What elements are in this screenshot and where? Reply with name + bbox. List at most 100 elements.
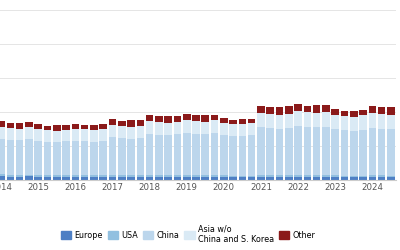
- Bar: [118, 138, 126, 175]
- Bar: [359, 130, 367, 176]
- Bar: [6, 124, 14, 128]
- Bar: [378, 177, 386, 180]
- Bar: [238, 176, 246, 177]
- Bar: [266, 175, 274, 177]
- Bar: [276, 115, 283, 128]
- Bar: [99, 177, 107, 180]
- Bar: [62, 130, 70, 141]
- Bar: [285, 175, 293, 177]
- Bar: [304, 112, 311, 127]
- Bar: [266, 128, 274, 175]
- Bar: [53, 142, 60, 175]
- Bar: [164, 123, 172, 135]
- Bar: [248, 135, 256, 175]
- Bar: [164, 135, 172, 175]
- Bar: [25, 140, 33, 174]
- Bar: [313, 128, 320, 175]
- Bar: [359, 177, 367, 180]
- Bar: [341, 130, 348, 176]
- Bar: [276, 128, 283, 175]
- Bar: [0, 122, 5, 127]
- Bar: [90, 142, 98, 175]
- Bar: [0, 139, 5, 174]
- Bar: [109, 175, 116, 177]
- Bar: [44, 126, 51, 130]
- Bar: [229, 136, 237, 175]
- Bar: [146, 121, 154, 134]
- Bar: [0, 127, 5, 139]
- Bar: [248, 176, 256, 177]
- Bar: [118, 121, 126, 126]
- Bar: [16, 176, 24, 180]
- Bar: [313, 177, 320, 180]
- Bar: [146, 115, 154, 121]
- Bar: [183, 120, 190, 133]
- Bar: [257, 175, 265, 177]
- Bar: [378, 107, 386, 114]
- Bar: [146, 174, 154, 176]
- Bar: [183, 175, 190, 177]
- Bar: [238, 136, 246, 176]
- Bar: [164, 177, 172, 180]
- Bar: [294, 126, 302, 175]
- Bar: [16, 175, 24, 176]
- Bar: [220, 118, 228, 123]
- Bar: [34, 124, 42, 129]
- Bar: [378, 129, 386, 176]
- Bar: [0, 176, 5, 180]
- Bar: [81, 141, 88, 175]
- Bar: [53, 130, 60, 142]
- Bar: [294, 175, 302, 177]
- Bar: [25, 176, 33, 180]
- Bar: [202, 134, 209, 175]
- Bar: [146, 134, 154, 174]
- Bar: [368, 106, 376, 113]
- Bar: [229, 176, 237, 177]
- Bar: [276, 175, 283, 177]
- Bar: [285, 128, 293, 175]
- Bar: [62, 177, 70, 180]
- Bar: [332, 177, 339, 180]
- Bar: [332, 109, 339, 115]
- Bar: [202, 115, 209, 121]
- Bar: [16, 140, 24, 175]
- Bar: [341, 116, 348, 130]
- Bar: [220, 177, 228, 180]
- Bar: [192, 177, 200, 180]
- Bar: [109, 119, 116, 125]
- Bar: [25, 128, 33, 140]
- Bar: [118, 175, 126, 177]
- Bar: [127, 139, 135, 175]
- Bar: [53, 125, 60, 130]
- Bar: [313, 175, 320, 177]
- Bar: [341, 176, 348, 177]
- Bar: [211, 177, 218, 180]
- Bar: [99, 124, 107, 129]
- Bar: [304, 127, 311, 175]
- Bar: [174, 134, 181, 174]
- Bar: [136, 120, 144, 126]
- Bar: [136, 175, 144, 177]
- Bar: [81, 175, 88, 177]
- Bar: [359, 176, 367, 177]
- Bar: [25, 174, 33, 176]
- Bar: [322, 175, 330, 177]
- Bar: [183, 114, 190, 120]
- Bar: [155, 175, 163, 177]
- Bar: [44, 130, 51, 142]
- Bar: [183, 177, 190, 180]
- Bar: [285, 177, 293, 180]
- Bar: [229, 177, 237, 180]
- Bar: [44, 142, 51, 175]
- Bar: [109, 177, 116, 180]
- Bar: [155, 135, 163, 175]
- Bar: [34, 129, 42, 141]
- Bar: [238, 119, 246, 124]
- Bar: [34, 141, 42, 175]
- Bar: [359, 110, 367, 116]
- Bar: [350, 116, 358, 130]
- Bar: [136, 138, 144, 175]
- Bar: [192, 175, 200, 177]
- Bar: [257, 106, 265, 113]
- Bar: [127, 175, 135, 177]
